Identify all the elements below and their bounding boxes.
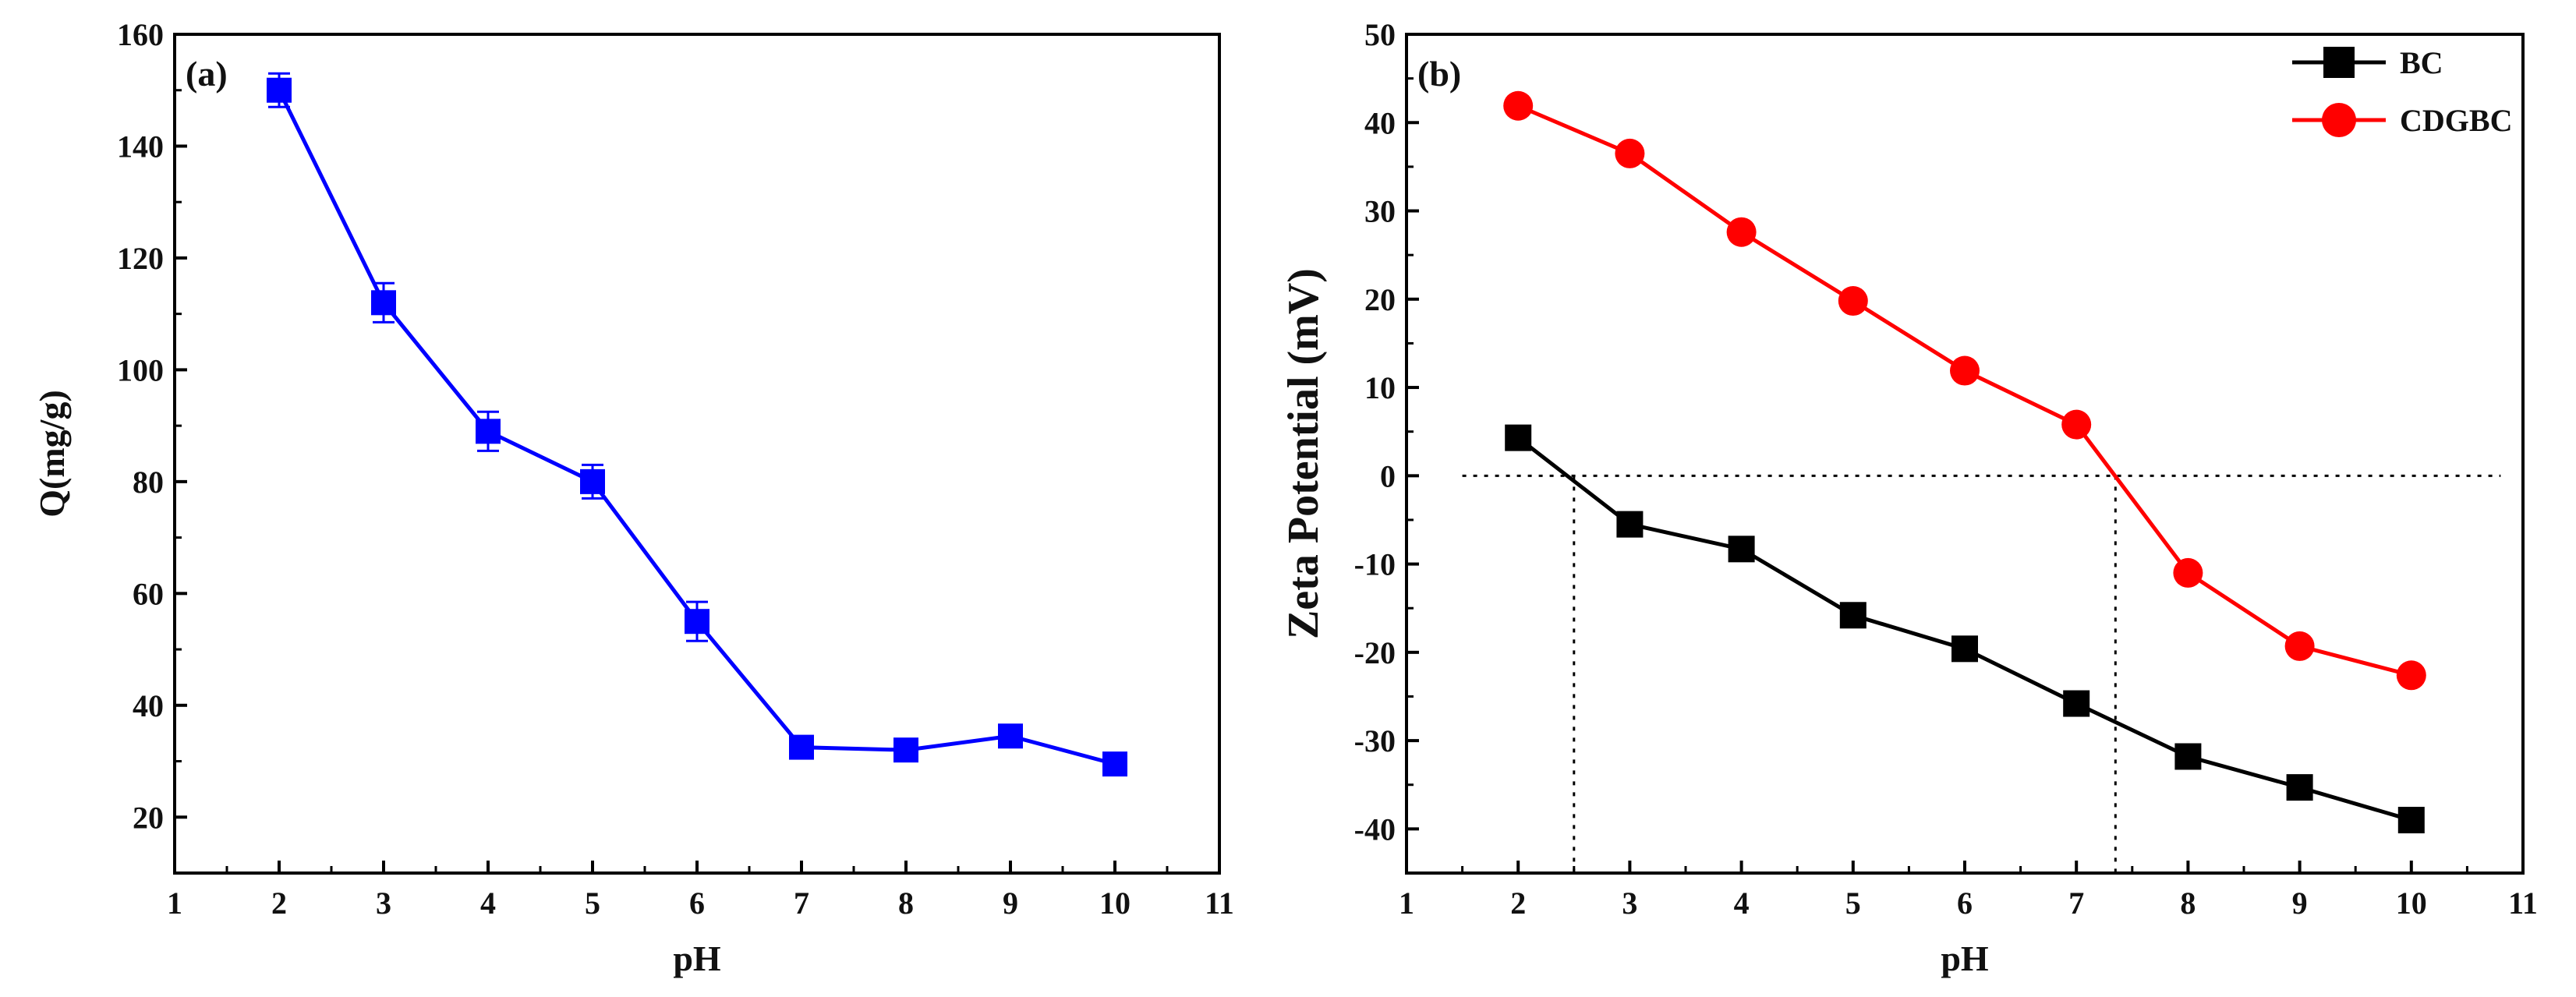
panel-b-y-tick-label: 40 <box>1364 105 1396 140</box>
data-point-q <box>371 290 396 316</box>
data-point-bc <box>1951 635 1978 663</box>
panel-b-x-axis-title: pH <box>1941 939 1989 978</box>
panel-b-y-axis-title: Zeta Potential (mV) <box>1279 268 1328 639</box>
data-point-bc <box>2174 743 2202 770</box>
data-point-bc <box>1505 424 1532 451</box>
legend-cdgbc-marker <box>2322 103 2356 137</box>
panel-b-x-tick-label: 7 <box>2068 886 2084 921</box>
panel-a-x-tick-label: 5 <box>585 886 600 921</box>
data-point-cdgbc <box>1615 138 1645 168</box>
panel-a-y-tick-label: 40 <box>133 688 164 723</box>
panel-b-x-tick-label: 8 <box>2180 886 2196 921</box>
panel-b-y-tick-label: 10 <box>1364 370 1396 405</box>
panel-a-y-tick-label: 140 <box>117 129 164 164</box>
data-point-q <box>893 737 918 763</box>
panel-b-frame <box>1405 33 2525 875</box>
panel-b-x-tick-label: 6 <box>1957 886 1973 921</box>
panel-b-x-tick-label: 5 <box>1845 886 1861 921</box>
panel-a-axes: 1 2 3 4 5 6 7 8 9 10 11 20 40 60 80 100 120 140 160 <box>117 17 1234 921</box>
data-point-bc <box>2397 807 2425 834</box>
panel-b-y-tick-label: 20 <box>1364 282 1396 317</box>
panel-a-x-tick-label: 4 <box>480 886 496 921</box>
panel-b-x-tick-label: 3 <box>1622 886 1637 921</box>
panel-a-frame <box>173 33 1221 875</box>
panel-b-x-tick-label: 11 <box>2508 886 2538 921</box>
panel-b-x-tick-label: 1 <box>1399 886 1414 921</box>
legend-bc-label: BC <box>2400 45 2443 80</box>
panel-a-x-tick-label: 3 <box>376 886 391 921</box>
legend-cdgbc-label: CDGBC <box>2400 103 2512 138</box>
data-point-cdgbc <box>1503 90 1534 121</box>
panel-a-y-axis-title: Q(mg/g) <box>32 390 72 518</box>
data-point-bc <box>1728 536 1755 563</box>
panel-a-label: (a) <box>186 54 228 94</box>
panel-a-y-tick-label: 100 <box>117 352 164 387</box>
panel-b-label: (b) <box>1417 54 1461 94</box>
panel-a-plot-area <box>267 72 1127 777</box>
panel-a-x-tick-label: 9 <box>1003 886 1018 921</box>
data-point-cdgbc <box>1838 286 1868 316</box>
data-point-cdgbc <box>1950 355 1980 386</box>
data-point-bc <box>1839 602 1867 629</box>
panel-b-y-tick-label: -10 <box>1354 547 1396 582</box>
panel-a-y-tick-label: 160 <box>117 17 164 52</box>
panel-a-y-tick-label: 20 <box>133 800 164 835</box>
data-point-q <box>476 419 501 444</box>
panel-a-y-tick-label: 80 <box>133 465 164 500</box>
data-point-cdgbc <box>2061 409 2092 440</box>
data-point-q <box>998 723 1023 749</box>
panel-b-x-tick-label: 9 <box>2292 886 2308 921</box>
panel-a-x-tick-label: 6 <box>689 886 705 921</box>
panel-a-x-tick-label: 10 <box>1099 886 1131 921</box>
legend-bc-marker <box>2323 47 2355 78</box>
data-point-cdgbc <box>2284 631 2315 661</box>
panel-a-adsorption-chart: 1 2 3 4 5 6 7 8 9 10 11 20 40 60 80 100 120 140 160 (a) pH… <box>32 17 1234 978</box>
series-line-cdgbc <box>1517 104 2412 677</box>
panel-a-x-tick-label: 8 <box>898 886 914 921</box>
data-point-cdgbc <box>2173 557 2203 588</box>
data-point-q <box>1102 751 1127 777</box>
data-point-cdgbc <box>2396 660 2426 691</box>
panel-b-legend: BC CDGBC <box>2292 45 2512 138</box>
data-point-cdgbc <box>1726 217 1757 247</box>
data-point-q <box>789 734 814 760</box>
data-point-q <box>580 468 605 494</box>
data-point-q <box>685 609 709 635</box>
panel-a-x-tick-label: 7 <box>794 886 809 921</box>
panel-b-x-tick-label: 2 <box>1510 886 1526 921</box>
data-point-bc <box>2286 774 2313 801</box>
series-line-q <box>277 89 1116 766</box>
panel-a-x-tick-label: 1 <box>167 886 182 921</box>
panel-a-x-axis-title: pH <box>673 939 721 978</box>
panel-b-plot-area <box>1462 90 2501 873</box>
panel-b-y-tick-label: -40 <box>1354 811 1396 847</box>
panel-a-x-tick-label: 11 <box>1205 886 1234 921</box>
panel-b-y-tick-label: -20 <box>1354 635 1396 670</box>
data-point-q <box>267 77 292 103</box>
panel-a-y-tick-label: 60 <box>133 576 164 611</box>
data-point-bc <box>2063 690 2090 717</box>
panel-b-axes: 1 2 3 4 5 6 7 8 9 10 11 -40 -30 -20 -10 0 10 20 30 40 50 <box>1354 17 2538 921</box>
panel-a-y-tick-label: 120 <box>117 241 164 276</box>
panel-b-y-tick-label: -30 <box>1354 723 1396 758</box>
series-line-bc <box>1516 436 2412 822</box>
panel-b-y-tick-label: 0 <box>1380 458 1396 493</box>
panel-b-zeta-potential-chart: 1 2 3 4 5 6 7 8 9 10 11 -40 -30 -20 -10 0 10 20 30 40 50 (b)… <box>1279 17 2538 978</box>
data-point-bc <box>1616 511 1644 538</box>
panel-b-x-tick-label: 4 <box>1734 886 1750 921</box>
panel-a-x-tick-label: 2 <box>271 886 287 921</box>
panel-b-y-tick-label: 50 <box>1364 17 1396 52</box>
panel-b-y-tick-label: 30 <box>1364 194 1396 229</box>
panel-b-x-tick-label: 10 <box>2396 886 2427 921</box>
